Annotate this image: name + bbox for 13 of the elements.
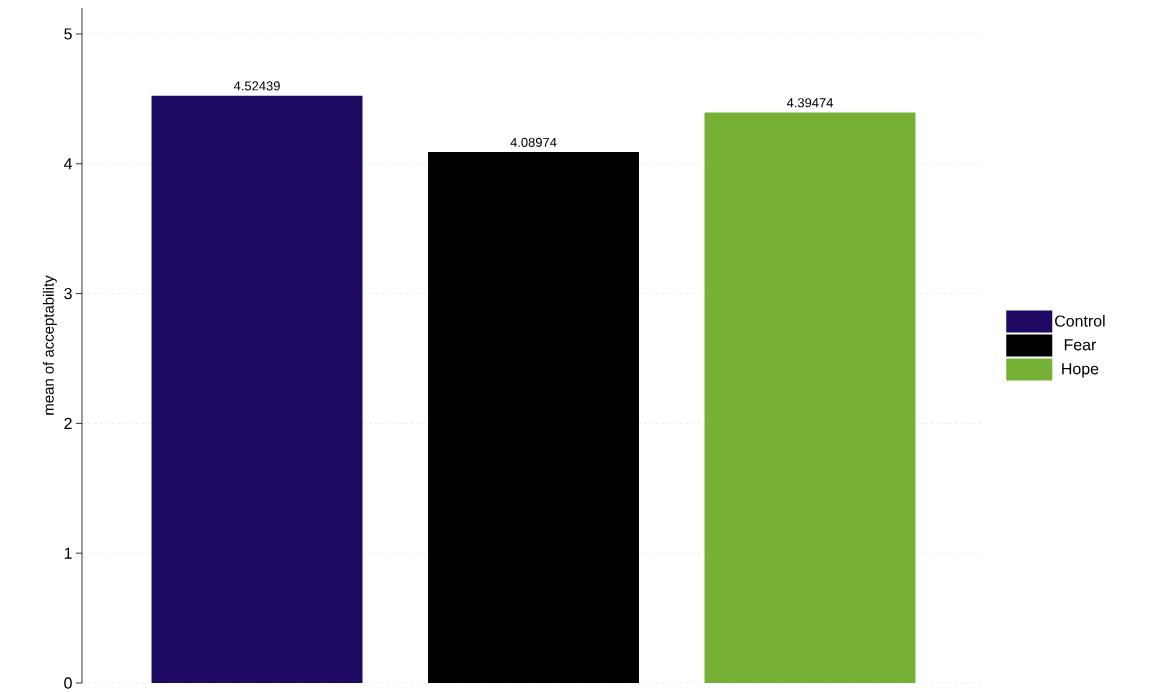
y-tick-label: 1 [64,547,72,559]
legend-label: Control [1055,314,1105,327]
y-tick-label: 4 [63,158,73,170]
legend-label: Hope [1062,363,1099,378]
y-tick-label: 3 [64,287,72,300]
data-label: 4.39474 [786,98,834,108]
legend-label: Fear [1064,339,1097,351]
data-label: 4.08974 [510,137,557,147]
data-label: 4.52439 [233,81,280,91]
y-tick-label: 0 [64,677,72,689]
y-axis-title: mean of acceptability [42,275,57,415]
y-tick-label: 2 [64,417,72,429]
y-tick-label: 5 [64,28,72,40]
